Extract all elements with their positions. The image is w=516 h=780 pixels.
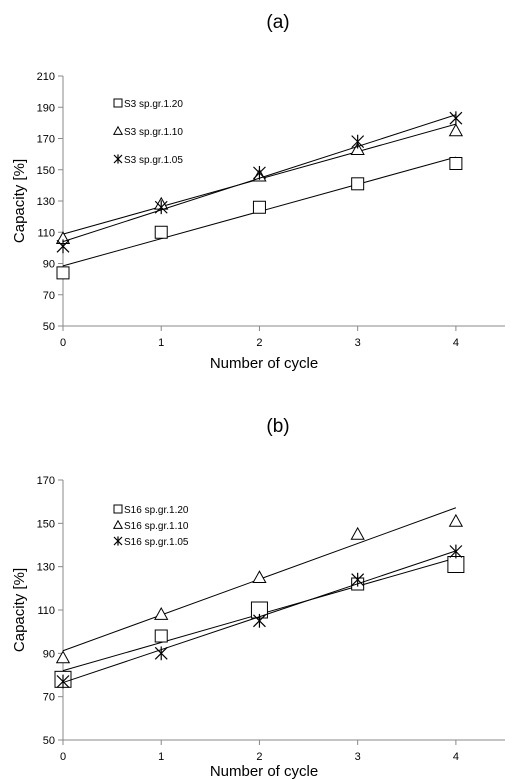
data-point bbox=[351, 134, 365, 149]
y-tick-label: 90 bbox=[43, 648, 55, 660]
data-point bbox=[252, 200, 266, 214]
x-tick-label: 0 bbox=[60, 337, 66, 349]
legend: S3 sp.gr.1.20 S3 sp.gr.1.10 S3 sp.gr.1.05 bbox=[112, 98, 183, 166]
x-tick-label: 4 bbox=[453, 751, 459, 763]
data-point bbox=[56, 266, 70, 280]
data-point bbox=[154, 646, 168, 661]
data-point bbox=[55, 650, 71, 664]
data-point bbox=[154, 200, 168, 215]
series-triangle bbox=[55, 123, 464, 245]
legend-label: S3 sp.gr.1.20 bbox=[124, 99, 183, 110]
x-tick-label: 3 bbox=[355, 337, 361, 349]
legend-label: S3 sp.gr.1.10 bbox=[124, 127, 183, 138]
series-triangle bbox=[55, 507, 464, 664]
legend-label: S16 sp.gr.1.05 bbox=[124, 537, 189, 548]
y-tick-label: 170 bbox=[37, 134, 55, 146]
data-point bbox=[56, 239, 70, 254]
x-tick-label: 1 bbox=[158, 751, 164, 763]
x-axis-label: Number of cycle bbox=[210, 763, 318, 780]
series-star bbox=[56, 544, 463, 689]
data-point bbox=[449, 111, 463, 126]
data-point bbox=[56, 674, 70, 689]
y-tick-label: 50 bbox=[43, 321, 55, 333]
legend-marker bbox=[113, 504, 123, 514]
y-tick-label: 50 bbox=[43, 735, 55, 747]
x-tick-label: 1 bbox=[158, 337, 164, 349]
y-tick-label: 130 bbox=[37, 196, 55, 208]
data-point bbox=[351, 572, 365, 587]
data-point bbox=[253, 613, 266, 628]
data-point bbox=[449, 157, 463, 170]
y-tick-label: 70 bbox=[43, 692, 55, 704]
y-tick-label: 150 bbox=[37, 165, 55, 177]
x-tick-label: 3 bbox=[355, 751, 361, 763]
chart-panel-b: (b) 50 70 90 110 130 150 170 0 1 2 3 4 Number of cycl… bbox=[11, 416, 505, 780]
panel-label: (a) bbox=[266, 12, 289, 33]
legend-marker bbox=[113, 98, 123, 108]
data-point bbox=[448, 513, 464, 527]
x-tick-label: 0 bbox=[60, 751, 66, 763]
chart-panel-a: (a) 50 70 90 110 130 150 170 190 210 0 1 2 3 4 Number o… bbox=[11, 12, 505, 372]
data-point bbox=[447, 556, 465, 573]
legend: S16 sp.gr.1.20 S16 sp.gr.1.10 S16 sp.gr.1.… bbox=[112, 504, 189, 548]
y-tick-label: 210 bbox=[37, 71, 55, 83]
x-tick-label: 4 bbox=[453, 337, 459, 349]
y-axis-label: Capacity [%] bbox=[11, 159, 28, 243]
legend-label: S16 sp.gr.1.10 bbox=[124, 521, 189, 532]
legend-marker bbox=[113, 154, 123, 164]
panel-label: (b) bbox=[266, 416, 289, 437]
data-point bbox=[154, 629, 168, 643]
data-point bbox=[350, 142, 365, 155]
series-square bbox=[56, 156, 463, 280]
y-tick-label: 150 bbox=[37, 518, 55, 530]
legend-label: S16 sp.gr.1.20 bbox=[124, 505, 189, 516]
y-tick-label: 190 bbox=[37, 102, 55, 114]
data-point bbox=[252, 570, 267, 584]
data-point bbox=[154, 607, 169, 620]
data-point bbox=[351, 177, 365, 191]
data-point bbox=[154, 225, 168, 239]
legend-marker bbox=[112, 519, 124, 529]
series-star bbox=[56, 111, 463, 254]
y-tick-label: 70 bbox=[43, 290, 55, 302]
x-tick-label: 2 bbox=[256, 751, 262, 763]
data-point bbox=[253, 165, 266, 180]
data-point bbox=[448, 123, 464, 137]
legend-label: S3 sp.gr.1.05 bbox=[124, 155, 183, 166]
y-tick-label: 130 bbox=[37, 562, 55, 574]
y-tick-label: 170 bbox=[37, 475, 55, 487]
legend-marker bbox=[112, 125, 124, 135]
y-tick-label: 110 bbox=[37, 227, 55, 239]
x-axis-label: Number of cycle bbox=[210, 355, 318, 372]
data-point bbox=[449, 544, 463, 559]
y-tick-label: 90 bbox=[43, 259, 55, 271]
x-tick-label: 2 bbox=[256, 337, 262, 349]
y-tick-label: 110 bbox=[37, 605, 55, 617]
data-point bbox=[350, 526, 365, 540]
legend-marker bbox=[113, 536, 123, 546]
y-axis-label: Capacity [%] bbox=[11, 568, 28, 652]
